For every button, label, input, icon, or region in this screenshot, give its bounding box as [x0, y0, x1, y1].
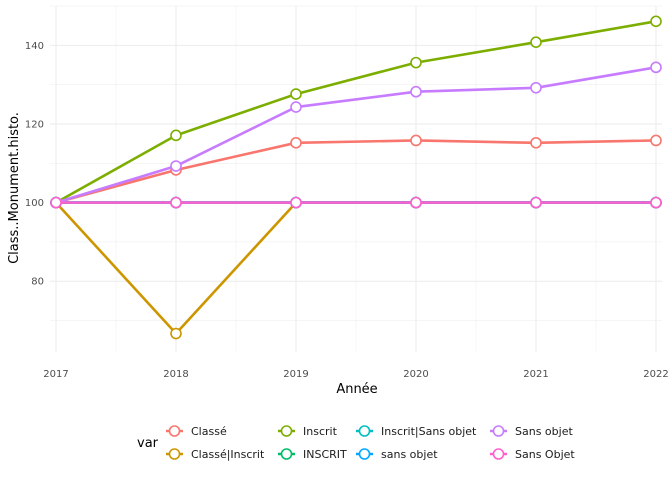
legend-item: Sans objet	[490, 425, 573, 438]
legend-item: Sans Objet	[490, 448, 575, 461]
legend-key-point	[492, 425, 505, 437]
x-tick-label: 2019	[283, 369, 308, 380]
grid	[50, 5, 662, 352]
data-point	[170, 196, 182, 209]
data-point	[410, 56, 422, 69]
y-axis-ticks: 80 100 120 140	[25, 41, 44, 288]
legend-key-point	[358, 425, 371, 437]
x-tick-label: 2021	[523, 369, 548, 380]
legend-label: Classé|Inscrit	[191, 448, 265, 461]
data-point	[290, 88, 302, 100]
y-tick-label: 140	[25, 41, 44, 52]
legend: var Classé Classé|Inscrit Inscrit INSCRIT In…	[137, 425, 575, 461]
legend-key-point	[358, 448, 371, 460]
data-point	[170, 129, 182, 142]
data-point	[530, 81, 542, 94]
data-point	[410, 85, 422, 98]
legend-item: sans objet	[356, 448, 438, 461]
data-point	[650, 134, 662, 147]
data-point	[50, 196, 62, 209]
legend-label: Classé	[191, 425, 227, 438]
data-point	[290, 196, 302, 209]
x-tick-label: 2020	[403, 369, 428, 380]
series-line	[55, 66, 657, 204]
legend-key-point	[280, 425, 293, 437]
legend-label: Inscrit|Sans objet	[381, 425, 477, 438]
legend-label: sans objet	[381, 448, 438, 461]
data-point	[410, 134, 422, 147]
data-point	[410, 196, 422, 209]
data-point	[650, 196, 662, 209]
data-point	[290, 101, 302, 113]
legend-key-point	[168, 425, 181, 437]
series-lines	[50, 15, 662, 340]
data-point	[650, 15, 662, 28]
x-tick-label: 2018	[163, 369, 188, 380]
series-line	[55, 20, 657, 204]
y-tick-label: 80	[31, 277, 44, 288]
data-point	[530, 196, 542, 209]
legend-item: INSCRIT	[278, 448, 347, 461]
legend-key-point	[168, 448, 181, 460]
legend-title: var	[137, 436, 159, 451]
data-point	[290, 137, 302, 149]
data-point	[170, 327, 182, 340]
legend-label: INSCRIT	[303, 448, 347, 461]
series-line	[55, 139, 657, 204]
y-tick-label: 120	[25, 119, 44, 130]
legend-key-point	[492, 448, 505, 460]
legend-label: Sans objet	[515, 425, 573, 438]
data-point	[650, 61, 662, 74]
x-tick-label: 2022	[643, 369, 668, 380]
legend-label: Inscrit	[303, 425, 338, 438]
legend-item: Inscrit	[278, 425, 338, 438]
series-Sans Objet	[50, 196, 662, 209]
y-axis-title: Class..Monument.histo.	[7, 112, 22, 264]
legend-item: Inscrit|Sans objet	[356, 425, 477, 438]
x-axis-ticks: 2017 2018 2019 2020 2021 2022	[43, 369, 668, 380]
legend-key-point	[280, 448, 293, 460]
data-point	[530, 36, 542, 48]
x-tick-label: 2017	[43, 369, 68, 380]
legend-label: Sans Objet	[515, 448, 575, 461]
data-point	[170, 160, 182, 172]
x-axis-title: Année	[336, 382, 377, 397]
legend-item: Classé	[166, 425, 227, 438]
legend-item: Classé|Inscrit	[166, 448, 265, 461]
y-tick-label: 100	[25, 198, 44, 209]
data-point	[530, 137, 542, 149]
